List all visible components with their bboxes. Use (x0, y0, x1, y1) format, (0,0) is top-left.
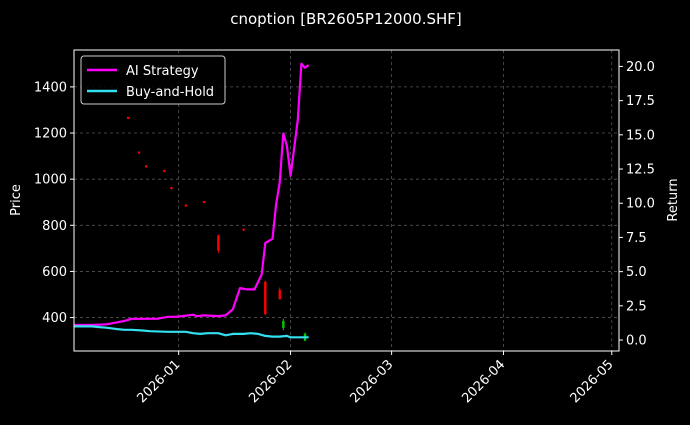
y-left-tick-label: 800 (42, 219, 67, 234)
candle-body (264, 281, 267, 315)
y-right-tick-label: 7.5 (626, 231, 647, 246)
y-left-tick-label: 1000 (34, 173, 67, 188)
candle-body (170, 187, 173, 189)
chart-title: cnoption [BR2605P12000.SHF] (230, 10, 462, 28)
candle-body (242, 228, 245, 231)
y-right-tick-label: 12.5 (626, 163, 655, 178)
series-layer (74, 62, 310, 339)
y-left-tick-label: 1200 (34, 127, 67, 142)
y-axis-left-label: Price (9, 184, 24, 216)
plot-frame (73, 49, 620, 352)
y-left-tick-label: 400 (42, 311, 67, 326)
legend-label-ai-strategy: AI Strategy (126, 64, 199, 79)
left-axis: 400 600 800 1000 1200 1400 (34, 80, 74, 326)
candle-body (184, 204, 188, 207)
candle-body (163, 169, 166, 172)
y-left-tick-label: 600 (42, 265, 67, 280)
candle-layer (126, 116, 307, 342)
candle-body (282, 321, 285, 328)
right-axis: 0.0 2.5 5.0 7.5 10.0 12.5 15.0 17.5 20.0 (619, 60, 655, 349)
series-line-buy-and-hold (74, 325, 309, 339)
candle-body (278, 289, 281, 300)
y-right-tick-label: 0.0 (626, 334, 647, 349)
candle-body (144, 165, 148, 168)
y-right-tick-label: 17.5 (626, 94, 655, 109)
y-right-tick-label: 10.0 (626, 197, 655, 212)
y-left-tick-label: 1400 (34, 80, 67, 95)
y-right-tick-label: 2.5 (626, 299, 647, 314)
candle-body (202, 201, 206, 203)
y-right-tick-label: 20.0 (626, 60, 655, 75)
series-line-ai-strategy (74, 62, 310, 327)
candle-body (137, 151, 141, 154)
candle-body (126, 116, 130, 119)
y-right-tick-label: 5.0 (626, 265, 647, 280)
candle-body (217, 235, 220, 251)
y-axis-right-label: Return (666, 178, 681, 221)
legend-label-buy-and-hold: Buy-and-Hold (126, 85, 214, 100)
y-right-tick-label: 15.0 (626, 128, 655, 143)
legend: AI Strategy Buy-and-Hold (80, 55, 226, 105)
